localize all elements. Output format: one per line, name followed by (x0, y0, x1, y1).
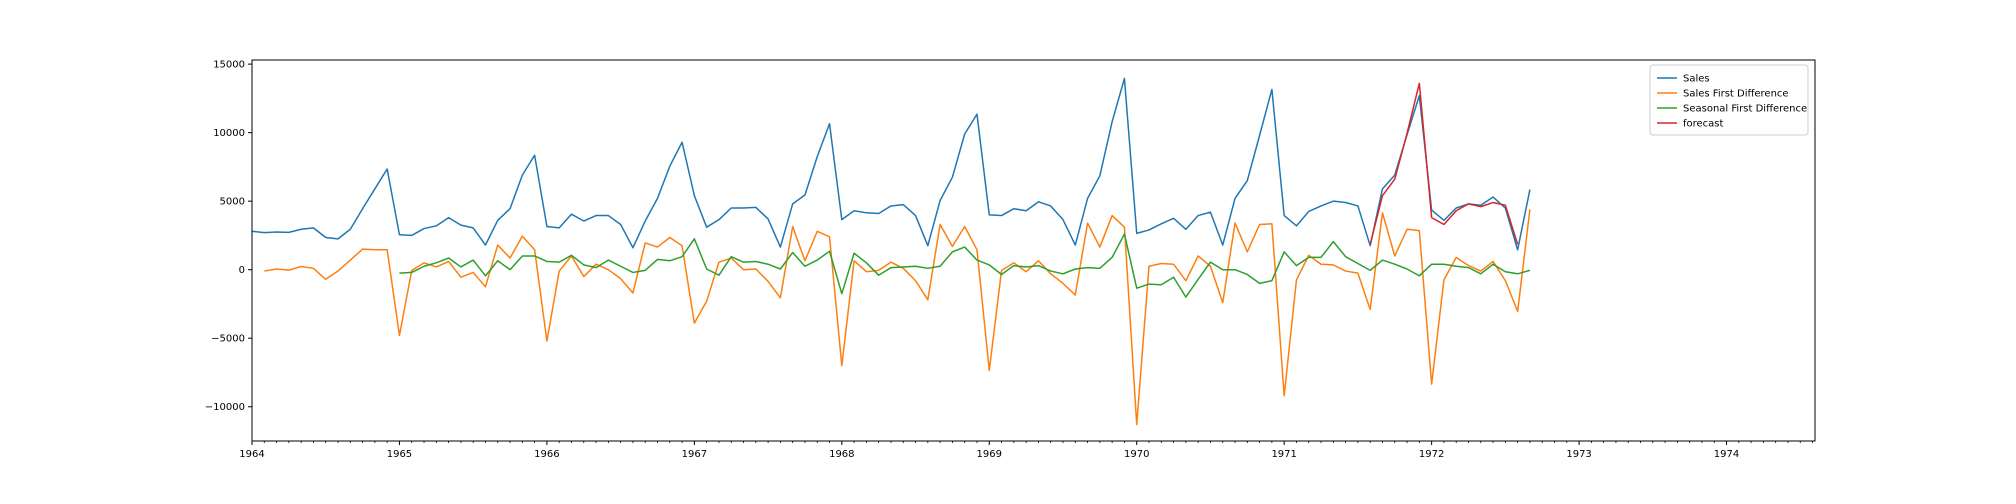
x-tick-label: 1974 (1714, 449, 1739, 460)
x-tick-label: 1970 (1124, 449, 1149, 460)
y-tick-label: 10000 (213, 128, 245, 139)
x-axis: 1964 1965 1966 1967 1968 1969 1970 1971 1972 1973… (239, 441, 1813, 460)
x-tick-label: 1967 (682, 449, 707, 460)
x-tick-label: 1972 (1419, 449, 1444, 460)
legend-entry: Seasonal First Difference (1683, 104, 1807, 115)
plot-frame (251, 59, 1816, 442)
series-line-2 (399, 233, 1531, 298)
legend: Sales Sales First Difference Seasonal Firs… (1649, 64, 1809, 136)
y-tick-label: −5000 (211, 334, 245, 345)
series-line-0 (251, 77, 1531, 251)
legend-box (1649, 64, 1809, 136)
series-line-1 (264, 209, 1531, 426)
y-axis: 15000 10000 5000 0 −5000 −10000 (205, 60, 252, 413)
legend-entry: Sales First Difference (1683, 89, 1789, 100)
x-tick-label: 1971 (1271, 449, 1296, 460)
x-tick-label: 1968 (829, 449, 854, 460)
x-tick-label: 1973 (1566, 449, 1591, 460)
x-tick-label: 1965 (387, 449, 412, 460)
y-tick-label: 5000 (220, 197, 245, 208)
y-tick-label: −10000 (205, 402, 245, 413)
legend-entry: forecast (1683, 119, 1724, 130)
y-tick-label: 0 (239, 265, 245, 276)
legend-entry: Sales (1683, 74, 1710, 85)
y-tick-label: 15000 (213, 60, 245, 71)
x-tick-label: 1969 (977, 449, 1002, 460)
series-line-3 (1369, 82, 1519, 245)
series-lines (251, 77, 1531, 426)
x-tick-label: 1966 (534, 449, 559, 460)
x-tick-label: 1964 (239, 449, 264, 460)
